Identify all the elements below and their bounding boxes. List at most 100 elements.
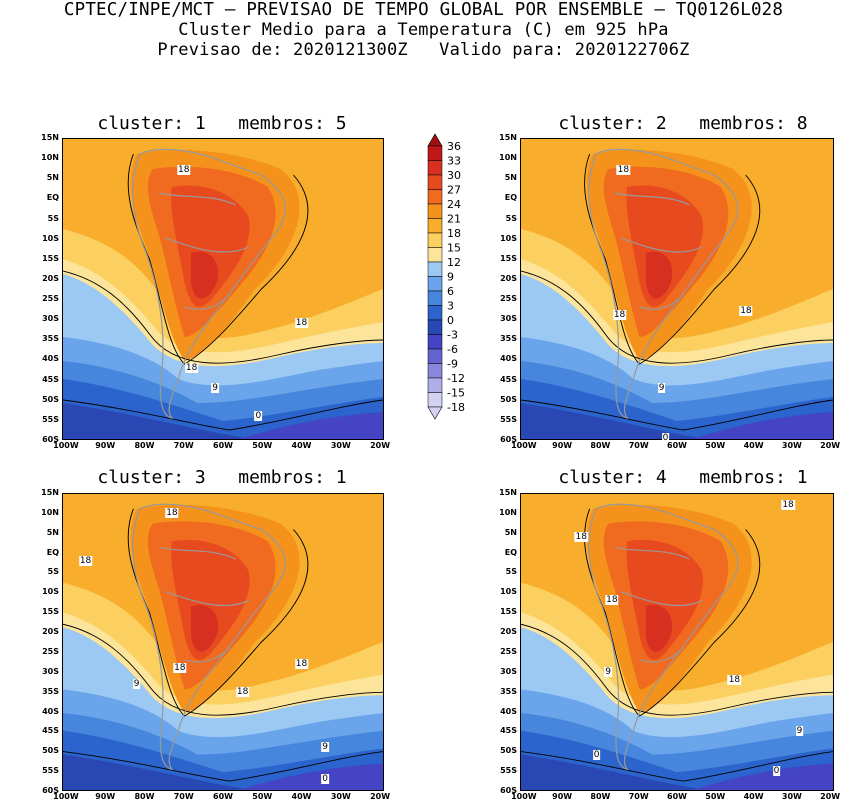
contour-label: 0 <box>772 766 781 777</box>
lon-tick-label: 30W <box>781 441 802 450</box>
contour-label: 18 <box>727 674 742 685</box>
lon-tick-label: 100W <box>511 792 537 801</box>
lat-tick-label: EQ <box>46 193 59 203</box>
colorbar-level-label: -3 <box>447 329 458 342</box>
contour-label: 18 <box>612 310 627 321</box>
temperature-band-c30 <box>191 251 219 299</box>
temperature-band-c30 <box>645 604 673 652</box>
lat-tick-label: 10N <box>499 153 517 163</box>
colorbar-segment <box>427 319 443 335</box>
lat-tick-label: 40S <box>42 706 59 716</box>
lon-tick-label: 60W <box>213 792 233 801</box>
colorbar-segment <box>427 348 443 364</box>
lat-tick-label: 40S <box>500 706 517 716</box>
temperature-band-c27 <box>171 185 250 307</box>
lon-tick-label: 40W <box>291 441 312 450</box>
contour-line-0 <box>521 399 833 431</box>
land-outline <box>614 546 690 560</box>
panel-title-cluster-2: cluster: 2 membros: 8 <box>558 113 808 134</box>
lon-tick-label: 40W <box>743 441 764 450</box>
contour-label: 0 <box>661 432 670 443</box>
colorbar-segment <box>427 247 443 263</box>
colorbar-segment <box>427 392 443 408</box>
contour-line-0 <box>521 751 833 782</box>
lat-tick-label: 5S <box>505 213 517 223</box>
lon-tick-label: 80W <box>590 792 611 801</box>
land-outline <box>620 591 703 607</box>
lon-tick-label: 20W <box>820 792 841 801</box>
colorbar-level-label: 33 <box>447 155 461 168</box>
temperature-map-cluster-4 <box>520 493 834 791</box>
land-outline <box>184 294 230 310</box>
lat-tick-label: 55S <box>42 766 59 776</box>
contour-label: 9 <box>795 726 804 737</box>
lat-tick-label: 10S <box>500 587 517 597</box>
contour-label: 18 <box>739 306 753 317</box>
lat-tick-label: 45S <box>500 374 517 384</box>
colorbar-segment <box>427 189 443 205</box>
temperature-band-cm6 <box>239 763 383 790</box>
land-outline <box>588 503 739 771</box>
lon-tick-label: 70W <box>628 441 649 450</box>
contour-label: 0 <box>254 410 263 421</box>
lon-tick-label: 20W <box>370 441 391 450</box>
lat-tick-label: 30S <box>42 314 59 324</box>
lon-tick-label: 30W <box>781 792 802 801</box>
lon-tick-label: 30W <box>330 792 351 801</box>
lat-tick-label: 50S <box>500 394 517 404</box>
lat-tick-label: 10N <box>41 507 59 517</box>
lon-tick-label: 40W <box>291 792 312 801</box>
colorbar-segment <box>427 232 443 248</box>
colorbar-segment <box>427 145 443 161</box>
lat-tick-label: 60S <box>42 435 59 444</box>
colorbar-segment <box>427 218 443 234</box>
temperature-band-c30 <box>645 251 673 299</box>
contour-label: 9 <box>321 742 329 753</box>
contour-label: 18 <box>184 362 199 373</box>
lat-tick-label: 35S <box>42 686 59 696</box>
land-outline <box>132 148 286 419</box>
lat-tick-label: 30S <box>500 666 517 676</box>
colorbar-level-label: 18 <box>447 227 461 240</box>
lat-tick-label: 10S <box>42 233 59 243</box>
temperature-band-cm6 <box>692 763 833 790</box>
lat-tick-label: 5N <box>46 527 59 537</box>
lon-tick-label: 100W <box>511 441 537 450</box>
lon-tick-label: 80W <box>590 441 611 450</box>
temperature-band-c27 <box>171 539 250 660</box>
temperature-band-cm3 <box>63 403 255 439</box>
lon-tick-label: 80W <box>134 792 155 801</box>
lat-tick-label: 20S <box>42 273 59 283</box>
lat-tick-label: EQ <box>504 193 517 203</box>
contour-line-9 <box>63 623 383 716</box>
panel-title-cluster-4: cluster: 4 membros: 1 <box>558 467 808 488</box>
lon-tick-label: 90W <box>552 441 573 450</box>
lat-tick-label: EQ <box>504 547 517 557</box>
lon-tick-label: 50W <box>705 441 726 450</box>
panel-title-cluster-3: cluster: 3 membros: 1 <box>97 467 347 488</box>
lat-tick-label: 15S <box>42 253 59 263</box>
header-line-1: CPTEC/INPE/MCT — PREVISAO DE TEMPO GLOBA… <box>63 0 784 20</box>
header-line-2: Cluster Medio para a Temperatura (C) em … <box>178 20 669 40</box>
lat-tick-label: 35S <box>500 334 517 344</box>
lat-tick-label: 50S <box>42 746 59 756</box>
lat-tick-label: 5S <box>505 567 517 577</box>
lat-tick-label: 10N <box>499 507 517 517</box>
lat-tick-label: 20S <box>42 627 59 637</box>
temperature-band-cm3 <box>63 754 255 790</box>
lat-tick-label: 40S <box>500 354 517 364</box>
contour-label: 0 <box>592 750 601 761</box>
contour-label: 9 <box>657 382 666 393</box>
lon-tick-label: 90W <box>552 792 573 801</box>
colorbar-level-label: 24 <box>447 198 461 211</box>
temperature-map-cluster-3 <box>62 493 384 791</box>
contour-label: 9 <box>132 678 141 689</box>
lat-tick-label: 45S <box>42 726 59 736</box>
lat-tick-label: 5N <box>504 173 517 183</box>
lon-tick-label: 80W <box>134 441 155 450</box>
lat-tick-label: 55S <box>500 414 517 424</box>
colorbar-level-label: -15 <box>447 387 465 400</box>
temperature-band-cm3 <box>521 754 709 790</box>
lat-tick-label: 5S <box>47 213 59 223</box>
